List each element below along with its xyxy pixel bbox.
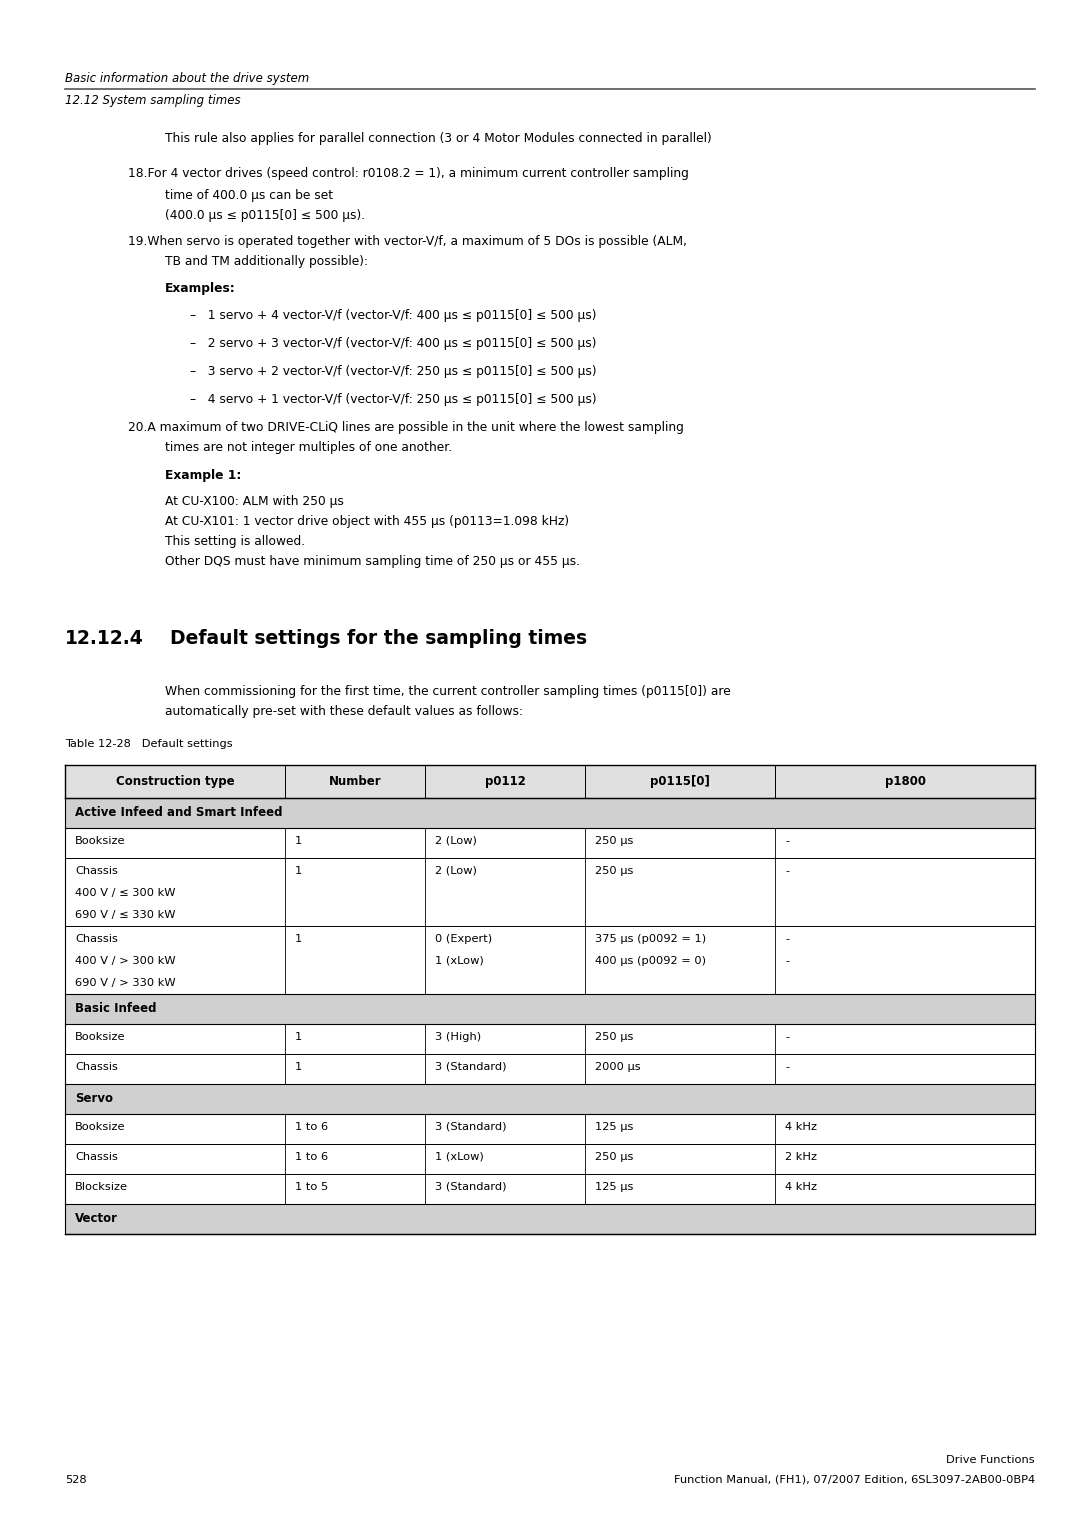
Text: Servo: Servo (75, 1092, 113, 1106)
Text: When commissioning for the first time, the current controller sampling times (p0: When commissioning for the first time, t… (165, 686, 731, 698)
Text: 4 kHz: 4 kHz (785, 1122, 816, 1132)
Text: 250 μs: 250 μs (595, 835, 633, 846)
Text: -: - (785, 1032, 789, 1041)
Text: 1 to 6: 1 to 6 (295, 1151, 328, 1162)
Text: Number: Number (328, 776, 381, 788)
Text: 1: 1 (295, 1032, 302, 1041)
Text: –   3 servo + 2 vector-V/f (vector-V/f: 250 μs ≤ p0115[0] ≤ 500 μs): – 3 servo + 2 vector-V/f (vector-V/f: 25… (190, 365, 596, 379)
Text: 2 (Low): 2 (Low) (435, 835, 477, 846)
Text: This setting is allowed.: This setting is allowed. (165, 534, 306, 548)
Text: 1: 1 (295, 835, 302, 846)
Bar (65, 765, 1035, 799)
Bar (65, 1054, 1035, 1084)
Text: 528: 528 (65, 1475, 86, 1484)
Text: At CU-X100: ALM with 250 μs: At CU-X100: ALM with 250 μs (165, 495, 343, 508)
Text: Default settings for the sampling times: Default settings for the sampling times (170, 629, 588, 647)
Text: Table 12-28   Default settings: Table 12-28 Default settings (65, 739, 232, 750)
Text: 125 μs: 125 μs (595, 1182, 633, 1193)
Text: 690 V / > 330 kW: 690 V / > 330 kW (75, 977, 176, 988)
Text: 400 V / > 300 kW: 400 V / > 300 kW (75, 956, 176, 967)
Text: 250 μs: 250 μs (595, 866, 633, 876)
Text: Basic Infeed: Basic Infeed (75, 1003, 157, 1015)
Text: 690 V / ≤ 330 kW: 690 V / ≤ 330 kW (75, 910, 175, 919)
Text: –   1 servo + 4 vector-V/f (vector-V/f: 400 μs ≤ p0115[0] ≤ 500 μs): – 1 servo + 4 vector-V/f (vector-V/f: 40… (190, 308, 596, 322)
Text: -: - (785, 835, 789, 846)
Text: At CU-X101: 1 vector drive object with 455 μs (p0113=1.098 kHz): At CU-X101: 1 vector drive object with 4… (165, 515, 569, 528)
Text: Vector: Vector (75, 1212, 118, 1226)
Text: 19.When servo is operated together with vector-V/f, a maximum of 5 DOs is possib: 19.When servo is operated together with … (129, 235, 687, 247)
Text: time of 400.0 μs can be set: time of 400.0 μs can be set (165, 189, 333, 202)
Text: 2 kHz: 2 kHz (785, 1151, 816, 1162)
Text: 375 μs (p0092 = 1): 375 μs (p0092 = 1) (595, 935, 706, 944)
Text: -: - (785, 935, 789, 944)
Text: –   4 servo + 1 vector-V/f (vector-V/f: 250 μs ≤ p0115[0] ≤ 500 μs): – 4 servo + 1 vector-V/f (vector-V/f: 25… (190, 392, 596, 406)
Bar (65, 1144, 1035, 1174)
Text: 2 (Low): 2 (Low) (435, 866, 477, 876)
Text: Example 1:: Example 1: (165, 469, 241, 483)
Text: 1 (xLow): 1 (xLow) (435, 1151, 484, 1162)
Text: Construction type: Construction type (116, 776, 234, 788)
Text: 18.For 4 vector drives (speed control: r0108.2 = 1), a minimum current controlle: 18.For 4 vector drives (speed control: r… (129, 166, 689, 180)
Bar (65, 994, 1035, 1025)
Text: 1 to 5: 1 to 5 (295, 1182, 328, 1193)
Bar (65, 925, 1035, 994)
Text: Booksize: Booksize (75, 1032, 125, 1041)
Bar (65, 799, 1035, 828)
Text: 3 (Standard): 3 (Standard) (435, 1061, 507, 1072)
Text: 400 V / ≤ 300 kW: 400 V / ≤ 300 kW (75, 889, 175, 898)
Text: Active Infeed and Smart Infeed: Active Infeed and Smart Infeed (75, 806, 283, 820)
Text: -: - (785, 956, 789, 967)
Text: –   2 servo + 3 vector-V/f (vector-V/f: 400 μs ≤ p0115[0] ≤ 500 μs): – 2 servo + 3 vector-V/f (vector-V/f: 40… (190, 337, 596, 350)
Text: This rule also applies for parallel connection (3 or 4 Motor Modules connected i: This rule also applies for parallel conn… (165, 131, 712, 145)
Text: -: - (785, 1061, 789, 1072)
Text: (400.0 μs ≤ p0115[0] ≤ 500 μs).: (400.0 μs ≤ p0115[0] ≤ 500 μs). (165, 209, 365, 221)
Text: 1: 1 (295, 866, 302, 876)
Text: Booksize: Booksize (75, 835, 125, 846)
Text: -: - (785, 866, 789, 876)
Text: Booksize: Booksize (75, 1122, 125, 1132)
Text: p0112: p0112 (485, 776, 526, 788)
Text: Chassis: Chassis (75, 1151, 118, 1162)
Text: 4 kHz: 4 kHz (785, 1182, 816, 1193)
Bar (65, 1115, 1035, 1144)
Text: 1 to 6: 1 to 6 (295, 1122, 328, 1132)
Text: 3 (Standard): 3 (Standard) (435, 1122, 507, 1132)
Text: 12.12.4: 12.12.4 (65, 629, 144, 647)
Text: 1: 1 (295, 1061, 302, 1072)
Text: times are not integer multiples of one another.: times are not integer multiples of one a… (165, 441, 453, 454)
Text: p1800: p1800 (885, 776, 926, 788)
Bar (65, 858, 1035, 925)
Text: 20.A maximum of two DRIVE-CLiQ lines are possible in the unit where the lowest s: 20.A maximum of two DRIVE-CLiQ lines are… (129, 421, 684, 434)
Bar (65, 828, 1035, 858)
Bar (65, 1174, 1035, 1203)
Text: 125 μs: 125 μs (595, 1122, 633, 1132)
Text: 250 μs: 250 μs (595, 1032, 633, 1041)
Text: automatically pre-set with these default values as follows:: automatically pre-set with these default… (165, 705, 523, 718)
Text: 3 (High): 3 (High) (435, 1032, 481, 1041)
Text: Basic information about the drive system: Basic information about the drive system (65, 72, 309, 86)
Text: 1 (xLow): 1 (xLow) (435, 956, 484, 967)
Text: 2000 μs: 2000 μs (595, 1061, 640, 1072)
Text: Function Manual, (FH1), 07/2007 Edition, 6SL3097-2AB00-0BP4: Function Manual, (FH1), 07/2007 Edition,… (674, 1475, 1035, 1484)
Text: Blocksize: Blocksize (75, 1182, 129, 1193)
Text: TB and TM additionally possible):: TB and TM additionally possible): (165, 255, 368, 269)
Text: p0115[0]: p0115[0] (650, 776, 710, 788)
Text: Chassis: Chassis (75, 866, 118, 876)
Text: 3 (Standard): 3 (Standard) (435, 1182, 507, 1193)
Text: Other DQS must have minimum sampling time of 250 μs or 455 μs.: Other DQS must have minimum sampling tim… (165, 554, 580, 568)
Bar (65, 1203, 1035, 1234)
Text: 12.12 System sampling times: 12.12 System sampling times (65, 95, 241, 107)
Text: Chassis: Chassis (75, 1061, 118, 1072)
Text: Drive Functions: Drive Functions (946, 1455, 1035, 1464)
Text: 1: 1 (295, 935, 302, 944)
Text: Chassis: Chassis (75, 935, 118, 944)
Text: Examples:: Examples: (165, 282, 235, 295)
Text: 250 μs: 250 μs (595, 1151, 633, 1162)
Bar (65, 1025, 1035, 1054)
Text: 0 (Expert): 0 (Expert) (435, 935, 492, 944)
Bar (65, 1084, 1035, 1115)
Text: 400 μs (p0092 = 0): 400 μs (p0092 = 0) (595, 956, 706, 967)
